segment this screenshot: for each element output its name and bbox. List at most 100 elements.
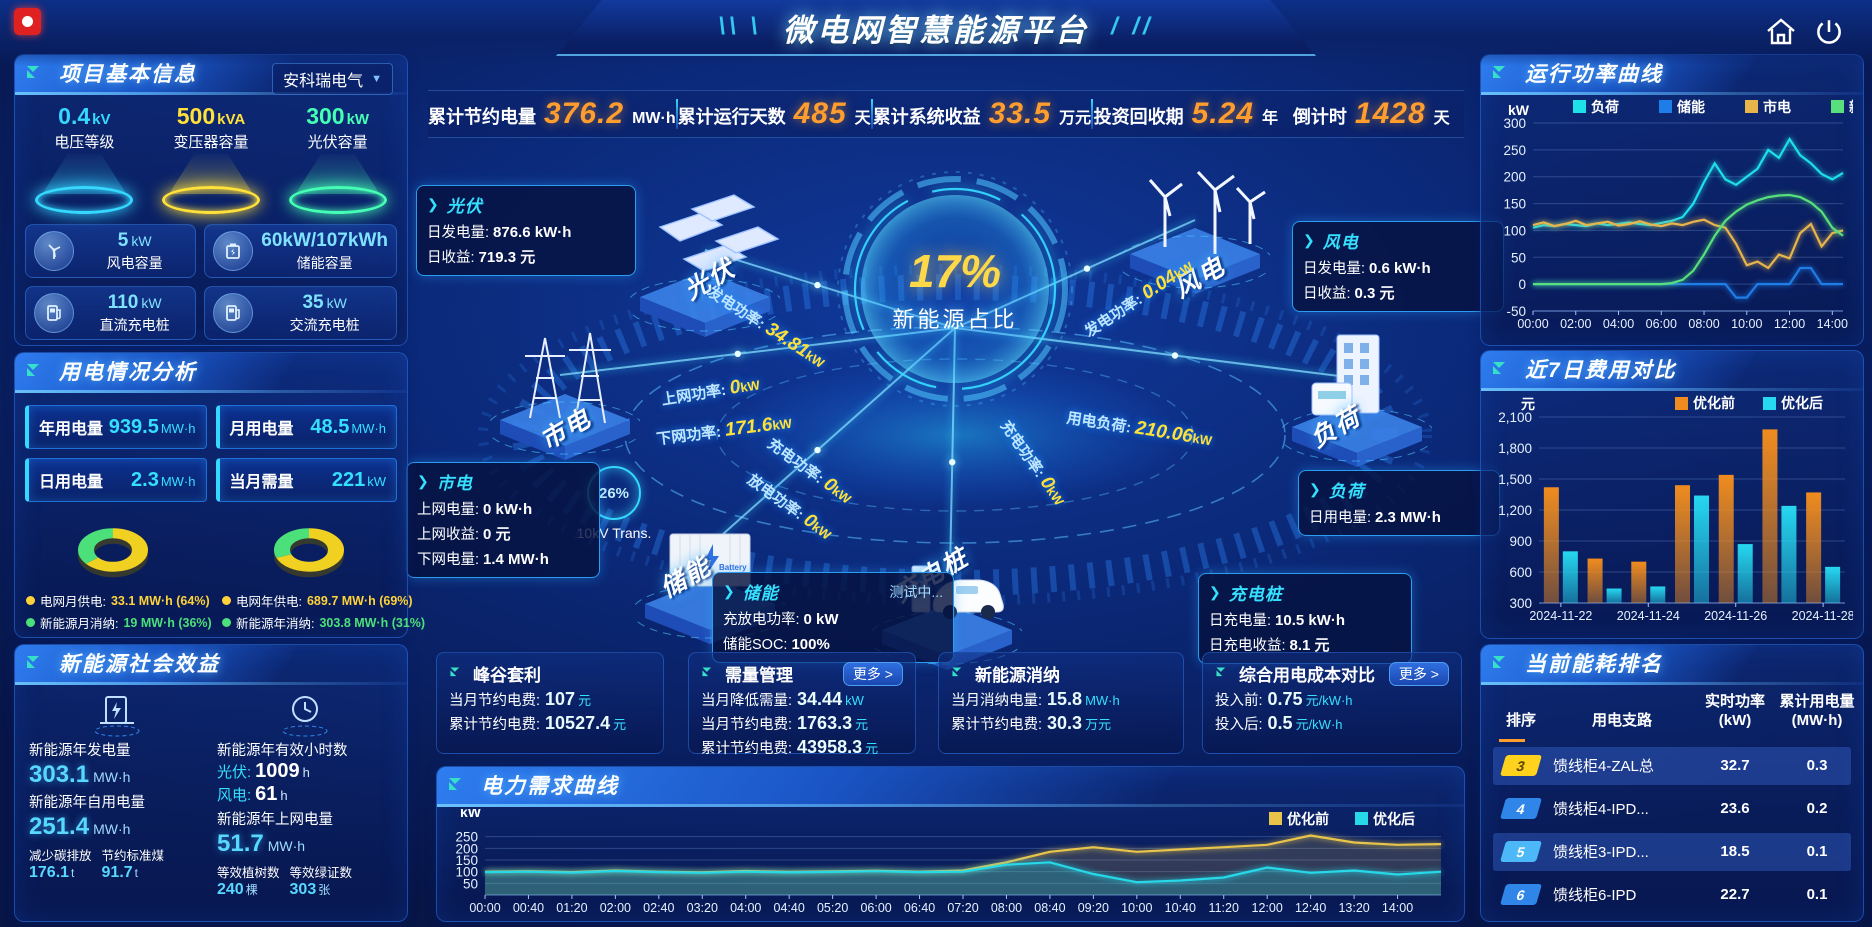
svg-text:10:40: 10:40: [1165, 901, 1196, 915]
panel-social-header: 新能源社会效益: [15, 645, 407, 685]
more-button[interactable]: 更多 >: [1388, 661, 1449, 686]
load-icon: [1278, 334, 1436, 467]
stat-value: 2.3 MW·h: [131, 468, 196, 491]
panel-usage-title: 用电情况分析: [59, 361, 197, 384]
node-pv[interactable]: [626, 175, 784, 345]
panel-corner-icon: [449, 778, 461, 790]
social-subrow: 风电: 61 h: [217, 783, 288, 805]
kpi-value: 33.5: [988, 97, 1052, 130]
power-icon[interactable]: [1812, 16, 1846, 48]
legend-row: 电网年供电: 689.7 MW·h (69%): [216, 591, 413, 610]
company-selector[interactable]: 安科瑞电气 ▼: [272, 63, 393, 95]
social-mini-stat: 等效绿证数 303 张: [289, 866, 353, 898]
demand-curve-chart: 50 100 150 200 250 kW 00:00 00:40 01:20 02:00 02:4…: [437, 804, 1464, 922]
infobox-row: 日充电量: 10.5 kW·h: [1209, 612, 1346, 629]
capacity-pedestals: 0.4 kV 电压等级 500 kVA 变压器容量 300 kW 光伏容量: [15, 95, 407, 214]
title-deco-left: \\ \: [718, 13, 761, 40]
pedestal-ring: [161, 186, 260, 214]
svg-text:200: 200: [1503, 170, 1526, 185]
generator-icon: [29, 693, 205, 737]
panel-rank-title: 当前能耗排名: [1525, 653, 1663, 676]
branch-name: 馈线柜6-IPD: [1553, 887, 1637, 904]
infobox-row: 日收益: 0.3 元: [1303, 285, 1395, 302]
svg-text:250: 250: [455, 830, 478, 845]
node-load[interactable]: [1278, 305, 1436, 475]
usage-stats: 年用电量 939.5 MW·h 月用电量 48.5 MW·h 日用电量 2.3 MW·h 当月需量…: [15, 393, 407, 502]
legend-dot: [26, 596, 35, 605]
social-extra-value: 51.7 MW·h: [217, 830, 306, 857]
svg-text:新能源: 新能源: [1849, 99, 1853, 115]
legend-dot: [222, 596, 231, 605]
capacity-pedestal-0: 0.4 kV 电压等级: [25, 103, 143, 214]
panel-demand-header: 电力需求曲线: [437, 767, 1464, 807]
svg-text:10:00: 10:00: [1731, 317, 1762, 331]
donut-chart: [274, 528, 344, 578]
realtime-power: 32.7: [1720, 757, 1750, 774]
social-mini-stat: 等效植树数 240 棵: [217, 866, 280, 898]
battery-icon: [213, 231, 254, 271]
svg-text:08:00: 08:00: [991, 901, 1022, 915]
svg-text:300: 300: [1503, 116, 1526, 131]
kpi-item-1: 累计运行天数 485 天: [678, 97, 871, 131]
renewable-ratio-label: 新能源占比: [892, 307, 1018, 332]
chevron-right-icon: ❯: [417, 473, 429, 489]
panel-cost-header: 近7日费用对比: [1481, 351, 1863, 391]
statbox-row: 当月节约电费: 1763.3 元: [701, 713, 869, 733]
svg-text:10:00: 10:00: [1121, 901, 1152, 915]
infobox-title: 光伏: [446, 197, 483, 216]
pedestal-beam: [295, 154, 380, 194]
node-wind[interactable]: [1116, 132, 1274, 302]
svg-text:优化后: 优化后: [1373, 811, 1415, 827]
panel-corner-icon: [1493, 66, 1505, 78]
total-energy: 0.2: [1806, 800, 1828, 817]
panel-corner-icon: [1493, 656, 1505, 668]
svg-text:06:00: 06:00: [860, 901, 891, 915]
legend-label: 电网年供电:: [236, 595, 302, 609]
more-button[interactable]: 更多 >: [842, 661, 903, 686]
svg-text:02:40: 02:40: [643, 901, 674, 915]
card-label: 风电容量: [106, 254, 163, 271]
panel-project-header: 项目基本信息: [15, 55, 407, 95]
statbox-title: 峰谷套利: [473, 666, 541, 685]
svg-text:14:00: 14:00: [1382, 901, 1413, 915]
capacity-cards: 5 kW 风电容量 60kW/107kWh 储能容量 110 kW 直流充电桩 35 kW 交流充电…: [15, 214, 407, 340]
ranking-row-3: 3 馈线柜4-ZAL总 32.7 0.3: [1493, 746, 1851, 785]
panel-power-curve: 运行功率曲线 -50 0 50 100 150 200 250 300 kW 00:00 02:00…: [1480, 54, 1872, 346]
branch-name: 馈线柜4-IPD...: [1553, 801, 1649, 818]
statbox-title: 新能源消纳: [975, 666, 1060, 685]
home-icon[interactable]: [1764, 16, 1798, 48]
stat-label: 月用电量: [229, 421, 294, 438]
top-header: \\ \ 微电网智慧能源平台 / //: [0, 0, 1872, 66]
stat-value: 939.5 MW·h: [108, 415, 196, 438]
donut-block-0: 电网月供电: 33.1 MW·h (64%) 新能源月消纳: 19 MW·h (3…: [20, 510, 212, 632]
kpi-item-4: 倒计时 1428 天: [1279, 97, 1464, 131]
kpi-item-0: 累计节约电量 376.2 MW·h: [428, 97, 676, 131]
svg-text:-50: -50: [1506, 304, 1526, 319]
donut-block-1: 电网年供电: 689.7 MW·h (69%) 新能源年消纳: 303.8 MW·…: [216, 510, 425, 632]
panel-power-header: 运行功率曲线: [1481, 55, 1863, 95]
svg-text:08:40: 08:40: [1034, 901, 1065, 915]
social-item-0: 新能源年发电量 303.1 MW·h 新能源年自用电量 251.4 MW·h 减少碳排放 17…: [29, 691, 205, 899]
card-value: 60kW/107kWh: [261, 229, 388, 251]
legend-value: 689.7 MW·h (69%): [306, 593, 413, 608]
donut-legend: 电网月供电: 33.1 MW·h (64%) 新能源月消纳: 19 MW·h (3…: [20, 591, 212, 632]
svg-text:00:00: 00:00: [469, 901, 500, 915]
panel-corner-icon: [1216, 666, 1226, 676]
svg-text:2024-11-24: 2024-11-24: [1617, 609, 1680, 623]
svg-text:13:20: 13:20: [1338, 901, 1369, 915]
kpi-value: 485: [793, 97, 847, 130]
svg-text:04:00: 04:00: [1603, 317, 1634, 331]
ranking-row-6: 6 馈线柜6-IPD 22.7 0.1: [1493, 876, 1851, 908]
card-value: 5 kW: [117, 229, 152, 251]
svg-text:03:20: 03:20: [687, 901, 718, 915]
svg-text:05:20: 05:20: [817, 901, 848, 915]
svg-text:优化前: 优化前: [1693, 395, 1735, 411]
ranking-header: 排序 用电支路 实时功率 (kW) 累计用电量 (MW·h): [1493, 693, 1855, 731]
infobox-grid: ❯ 市电 上网电量: 0 kW·h 上网收益: 0 元下网电量: 1.4 MW·h: [406, 462, 600, 578]
infobox-load: ❯ 负荷 日用电量: 2.3 MW·h: [1298, 470, 1500, 536]
capacity-card-2: 110 kW 直流充电桩: [25, 286, 197, 340]
panel-corner-icon: [27, 364, 39, 376]
legend-label: 电网月供电:: [40, 595, 106, 609]
alarm-icon[interactable]: [14, 8, 41, 35]
svg-text:12:00: 12:00: [1774, 317, 1805, 331]
